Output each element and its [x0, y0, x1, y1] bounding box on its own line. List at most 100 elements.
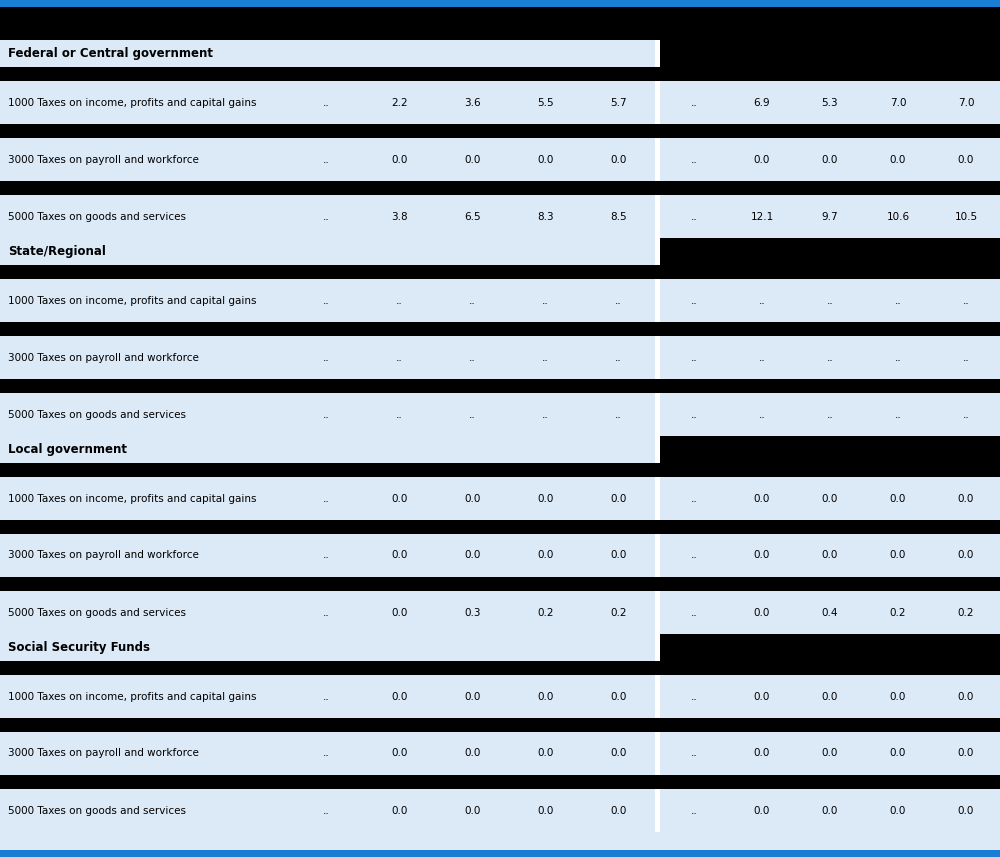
Text: ..: ..: [469, 296, 476, 305]
Text: 0.0: 0.0: [890, 692, 906, 702]
Bar: [0, 850, 1000, 857]
Bar: [660, 195, 1000, 238]
Bar: [660, 279, 1000, 322]
Text: 0.0: 0.0: [754, 608, 770, 618]
Text: ..: ..: [691, 692, 697, 702]
Bar: [0, 436, 655, 463]
Bar: [0, 634, 655, 661]
Bar: [660, 477, 1000, 520]
Text: 3.6: 3.6: [464, 98, 481, 107]
Text: ..: ..: [615, 296, 622, 305]
Bar: [0, 7, 1000, 40]
Text: 0.0: 0.0: [890, 806, 906, 816]
Text: 0.0: 0.0: [958, 748, 974, 758]
Text: 5000 Taxes on goods and services: 5000 Taxes on goods and services: [8, 608, 186, 618]
Bar: [0, 0, 1000, 7]
Text: 12.1: 12.1: [750, 212, 774, 221]
Text: Social Security Funds: Social Security Funds: [8, 641, 150, 654]
Text: 0.0: 0.0: [822, 806, 838, 816]
Text: 0.0: 0.0: [537, 154, 554, 165]
Bar: [0, 138, 655, 181]
Text: ..: ..: [827, 352, 833, 363]
Text: ..: ..: [323, 410, 330, 419]
Text: 1000 Taxes on income, profits and capital gains: 1000 Taxes on income, profits and capita…: [8, 692, 256, 702]
Bar: [0, 732, 655, 775]
Text: 0.2: 0.2: [890, 608, 906, 618]
Text: 0.0: 0.0: [754, 806, 770, 816]
Text: ..: ..: [691, 748, 697, 758]
Text: 0.0: 0.0: [464, 494, 481, 504]
Text: 0.0: 0.0: [537, 550, 554, 560]
Text: 3000 Taxes on payroll and workforce: 3000 Taxes on payroll and workforce: [8, 748, 199, 758]
Text: 1000 Taxes on income, profits and capital gains: 1000 Taxes on income, profits and capita…: [8, 98, 256, 107]
Bar: [660, 336, 1000, 379]
Text: ..: ..: [827, 296, 833, 305]
Text: ..: ..: [615, 352, 622, 363]
Text: ..: ..: [759, 410, 765, 419]
Bar: [0, 577, 1000, 591]
Text: 0.2: 0.2: [537, 608, 554, 618]
Text: ..: ..: [895, 352, 901, 363]
Text: ..: ..: [691, 806, 697, 816]
Bar: [0, 279, 655, 322]
Text: Local government: Local government: [8, 443, 127, 456]
Text: 0.0: 0.0: [537, 806, 554, 816]
Text: 0.0: 0.0: [464, 550, 481, 560]
Bar: [0, 832, 1000, 850]
Bar: [660, 675, 1000, 718]
Text: 7.0: 7.0: [958, 98, 974, 107]
Text: ..: ..: [963, 410, 969, 419]
Bar: [0, 534, 655, 577]
Text: 6.9: 6.9: [754, 98, 770, 107]
Bar: [0, 238, 655, 265]
Text: 0.0: 0.0: [464, 748, 481, 758]
Text: ..: ..: [323, 806, 330, 816]
Bar: [0, 336, 655, 379]
Text: 0.0: 0.0: [822, 154, 838, 165]
Text: 0.0: 0.0: [822, 748, 838, 758]
Text: 0.4: 0.4: [822, 608, 838, 618]
Text: 0.0: 0.0: [958, 806, 974, 816]
Bar: [0, 265, 1000, 279]
Bar: [0, 661, 1000, 675]
Text: 10.5: 10.5: [954, 212, 978, 221]
Text: 2.2: 2.2: [391, 98, 408, 107]
Text: 3000 Taxes on payroll and workforce: 3000 Taxes on payroll and workforce: [8, 154, 199, 165]
Bar: [660, 732, 1000, 775]
Text: ..: ..: [827, 410, 833, 419]
Text: 3.8: 3.8: [391, 212, 408, 221]
Text: ..: ..: [396, 296, 403, 305]
Text: 0.0: 0.0: [890, 494, 906, 504]
Bar: [660, 238, 1000, 265]
Text: 0.0: 0.0: [822, 494, 838, 504]
Text: 0.0: 0.0: [754, 692, 770, 702]
Text: 5000 Taxes on goods and services: 5000 Taxes on goods and services: [8, 410, 186, 419]
Text: ..: ..: [691, 550, 697, 560]
Text: ..: ..: [691, 494, 697, 504]
Text: 0.0: 0.0: [754, 154, 770, 165]
Bar: [660, 436, 1000, 463]
Bar: [660, 40, 1000, 67]
Text: ..: ..: [323, 352, 330, 363]
Text: ..: ..: [691, 608, 697, 618]
Text: 8.5: 8.5: [610, 212, 627, 221]
Text: ..: ..: [895, 410, 901, 419]
Bar: [660, 591, 1000, 634]
Text: 0.0: 0.0: [464, 154, 481, 165]
Text: 0.0: 0.0: [890, 154, 906, 165]
Text: ..: ..: [323, 692, 330, 702]
Text: 0.0: 0.0: [391, 550, 408, 560]
Text: 1000 Taxes on income, profits and capital gains: 1000 Taxes on income, profits and capita…: [8, 494, 256, 504]
Text: ..: ..: [396, 410, 403, 419]
Text: ..: ..: [323, 608, 330, 618]
Text: 5000 Taxes on goods and services: 5000 Taxes on goods and services: [8, 212, 186, 221]
Text: 0.0: 0.0: [890, 550, 906, 560]
Text: 5.5: 5.5: [537, 98, 554, 107]
Bar: [0, 393, 655, 436]
Text: ..: ..: [759, 296, 765, 305]
Text: 0.0: 0.0: [610, 550, 627, 560]
Text: Federal or Central government: Federal or Central government: [8, 47, 213, 60]
Text: ..: ..: [759, 352, 765, 363]
Text: ..: ..: [691, 212, 697, 221]
Text: 5000 Taxes on goods and services: 5000 Taxes on goods and services: [8, 806, 186, 816]
